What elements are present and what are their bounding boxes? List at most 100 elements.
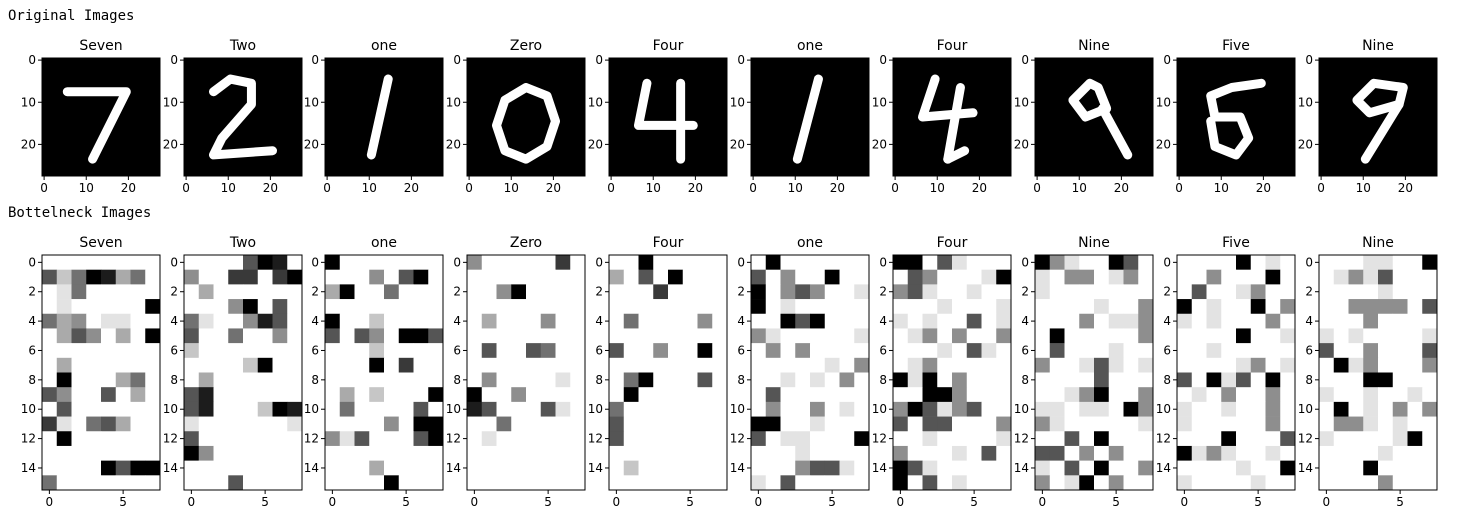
heatmap-cell <box>996 357 1012 373</box>
heatmap-cell <box>1250 328 1266 344</box>
heatmap-cell <box>413 475 429 491</box>
heatmap-cell <box>413 343 429 359</box>
heatmap-cell <box>496 431 512 447</box>
heatmap-cell <box>198 269 214 285</box>
heatmap-cell <box>1035 299 1051 315</box>
heatmap-cell <box>996 431 1012 447</box>
heatmap-cell <box>824 284 840 300</box>
y-tick-label: 10 <box>304 95 319 109</box>
heatmap-cell <box>398 313 414 329</box>
heatmap-cell <box>272 416 288 432</box>
heatmap-cell <box>339 372 355 388</box>
heatmap-cell <box>213 445 229 461</box>
heatmap-cell <box>481 269 497 285</box>
heatmap-cell <box>1265 357 1281 373</box>
heatmap-cell <box>1392 299 1408 315</box>
heatmap-cell <box>1280 269 1296 285</box>
heatmap-cell <box>257 299 273 315</box>
heatmap-cell <box>1333 313 1349 329</box>
heatmap-cell <box>1333 269 1349 285</box>
y-tick-label: 0 <box>453 255 461 269</box>
x-tick-label: 0 <box>749 181 757 195</box>
heatmap-cell <box>243 357 259 373</box>
y-tick-label: 2 <box>879 285 887 299</box>
y-tick-label: 6 <box>170 343 178 357</box>
y-tick-label: 0 <box>1021 255 1029 269</box>
heatmap-cell <box>1035 357 1051 373</box>
heatmap-cell <box>42 269 58 285</box>
heatmap-cell <box>42 284 58 300</box>
heatmap-cell <box>1108 387 1124 403</box>
x-tick-label: 10 <box>646 181 661 195</box>
digit-stroke <box>209 74 277 160</box>
heatmap-cell <box>810 299 826 315</box>
heatmap-cell <box>981 431 997 447</box>
heatmap-cell <box>369 328 385 344</box>
heatmap-cell <box>1221 328 1237 344</box>
heatmap-cell <box>682 255 698 270</box>
heatmap-cell <box>893 328 909 344</box>
heatmap-cell <box>824 269 840 285</box>
heatmap-cell <box>780 313 796 329</box>
heatmap-cell <box>1280 372 1296 388</box>
heatmap-cell <box>369 269 385 285</box>
heatmap-cell <box>1333 445 1349 461</box>
heatmap-cell <box>228 328 244 344</box>
heatmap-cell <box>71 299 87 315</box>
heatmap-cell <box>1049 357 1065 373</box>
heatmap-cell <box>398 416 414 432</box>
heatmap-cell <box>1079 445 1095 461</box>
heatmap-cell <box>1094 460 1110 476</box>
heatmap-cell <box>609 284 625 300</box>
heatmap-cell <box>570 284 586 300</box>
heatmap-cell <box>1191 357 1207 373</box>
heatmap-cell <box>257 269 273 285</box>
heatmap-cell <box>570 269 586 285</box>
heatmap-cell <box>854 431 870 447</box>
heatmap-cell <box>130 401 146 417</box>
heatmap-cell <box>481 431 497 447</box>
heatmap-cell <box>428 416 444 432</box>
heatmap-cell <box>184 401 200 417</box>
heatmap-cell <box>1319 460 1335 476</box>
image-frame <box>750 254 870 491</box>
heatmap-cell <box>1250 299 1266 315</box>
heatmap-cell <box>1191 284 1207 300</box>
heatmap-cell <box>86 475 102 491</box>
heatmap-cell <box>907 328 923 344</box>
heatmap-cell <box>496 269 512 285</box>
heatmap-cell <box>668 401 684 417</box>
heatmap-cell <box>952 372 968 388</box>
heatmap-cell <box>101 269 117 285</box>
heatmap-cell <box>1280 357 1296 373</box>
heatmap-cell <box>272 387 288 403</box>
heatmap-cell <box>1407 372 1423 388</box>
heatmap-cell <box>1206 416 1222 432</box>
x-tick-label: 0 <box>471 495 479 509</box>
heatmap-cell <box>243 460 259 476</box>
heatmap-cell <box>1177 328 1193 344</box>
heatmap-cell <box>996 445 1012 461</box>
heatmap-cell <box>398 431 414 447</box>
y-tick-label: 12 <box>163 432 178 446</box>
heatmap-cell <box>824 328 840 344</box>
heatmap-cell <box>1392 357 1408 373</box>
heatmap-cell <box>1221 255 1237 270</box>
heatmap-cell <box>1236 475 1252 491</box>
heatmap-cell <box>398 387 414 403</box>
y-tick-label: 20 <box>1014 137 1029 151</box>
heatmap-cell <box>511 343 527 359</box>
heatmap-cell <box>71 343 87 359</box>
heatmap-cell <box>668 372 684 388</box>
y-tick-label: 10 <box>730 95 745 109</box>
heatmap-cell <box>413 313 429 329</box>
x-tick-label: 0 <box>329 495 337 509</box>
heatmap-cell <box>682 401 698 417</box>
heatmap-cell <box>1191 299 1207 315</box>
heatmap-cell <box>1138 299 1154 315</box>
y-tick-label: 4 <box>595 314 603 328</box>
heatmap-cell <box>765 313 781 329</box>
heatmap-cell <box>952 401 968 417</box>
heatmap-cell <box>751 372 767 388</box>
